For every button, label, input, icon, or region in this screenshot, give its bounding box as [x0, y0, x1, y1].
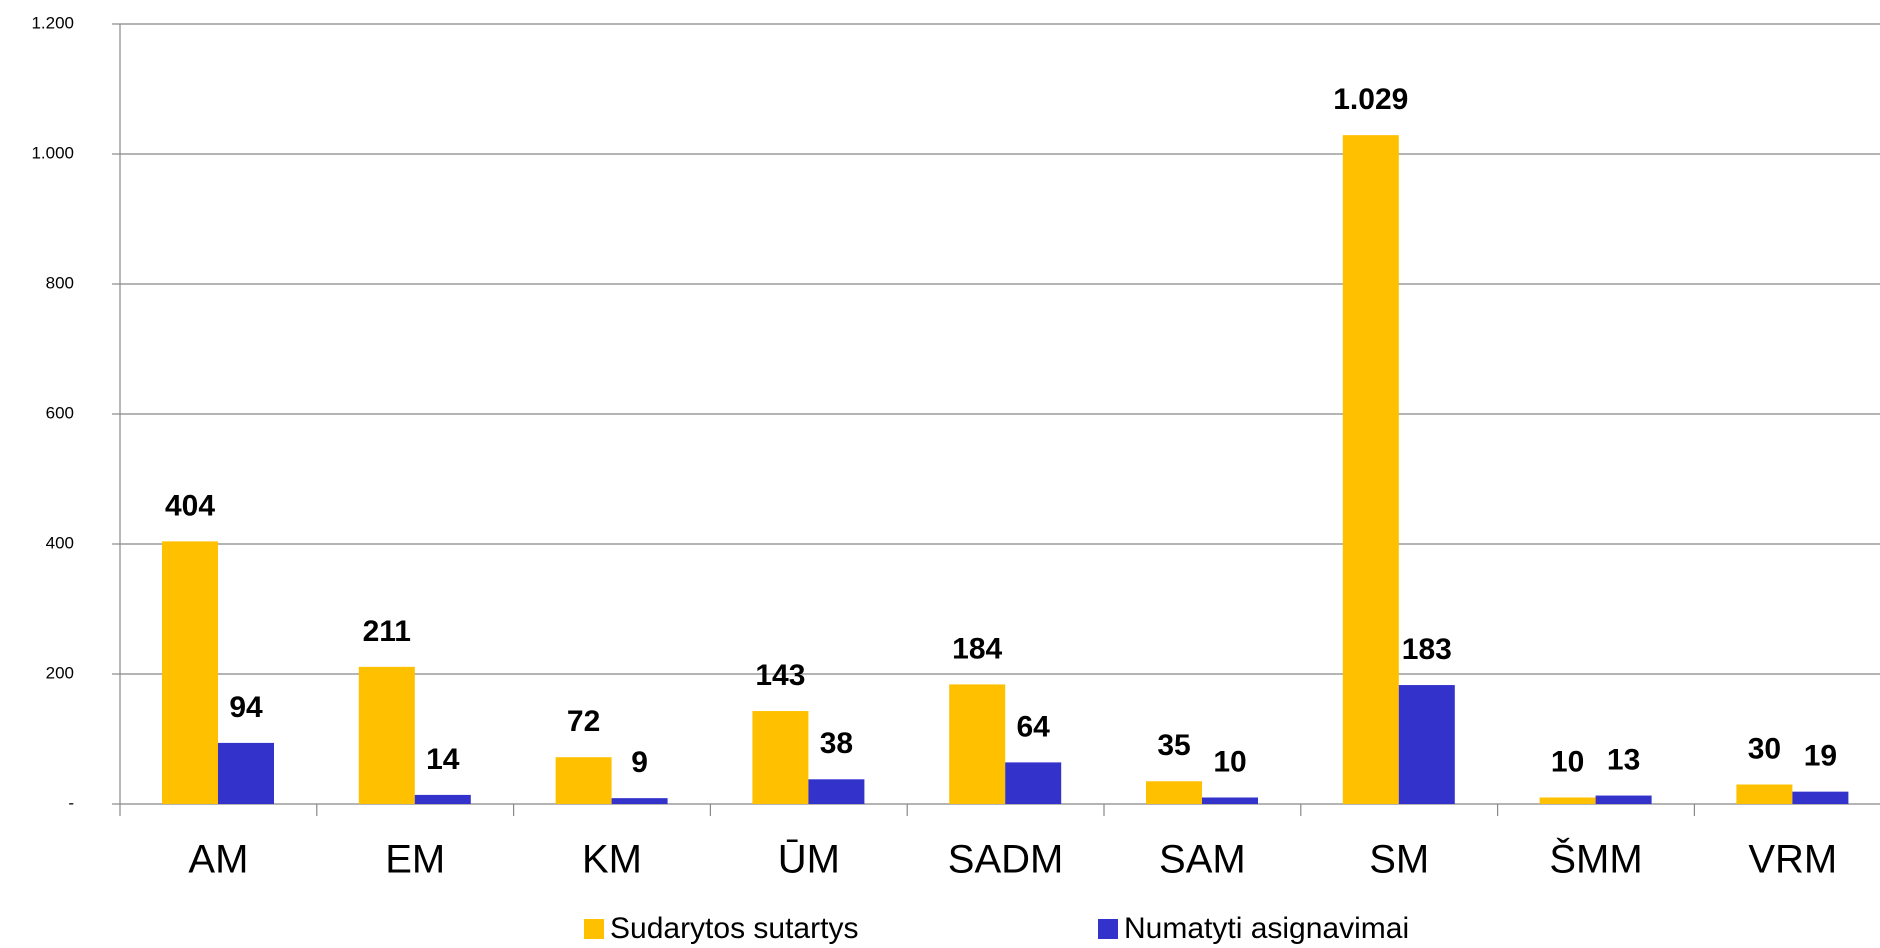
data-label: 19: [1804, 740, 1837, 773]
bar: [1146, 781, 1202, 804]
bar: [808, 779, 865, 804]
bar: [414, 794, 471, 804]
x-tick-label: KM: [582, 838, 642, 882]
y-tick-label: 200: [46, 663, 74, 682]
legend-label: Numatyti asignavimai: [1124, 912, 1409, 945]
data-label: 404: [165, 489, 215, 522]
legend-swatch: [1098, 919, 1118, 939]
bar: [1792, 791, 1849, 804]
y-tick-label: -: [68, 793, 74, 812]
bar: [1595, 795, 1652, 804]
data-label: 64: [1017, 710, 1051, 743]
y-tick-label: 600: [46, 403, 74, 422]
data-label: 72: [567, 705, 600, 738]
bar: [611, 798, 668, 804]
bar: [949, 684, 1006, 804]
data-label: 10: [1551, 745, 1584, 778]
bar: [1342, 135, 1399, 804]
data-label: 10: [1213, 745, 1246, 778]
x-tick-label: ŠMM: [1549, 837, 1642, 882]
y-tick-label: 1.200: [31, 13, 74, 32]
y-tick-label: 1.000: [31, 143, 74, 162]
bar: [1736, 784, 1793, 804]
data-label: 143: [755, 659, 805, 692]
x-tick-label: ŪM: [778, 838, 840, 882]
y-tick-label: 400: [46, 533, 74, 552]
x-tick-label: SAM: [1159, 838, 1246, 882]
data-label: 35: [1157, 729, 1190, 762]
x-tick-label: SADM: [948, 838, 1064, 882]
legend-label: Sudarytos sutartys: [610, 912, 858, 945]
bar: [1539, 797, 1596, 804]
x-tick-label: EM: [385, 838, 445, 882]
bar: [1202, 797, 1258, 804]
y-tick-label: 800: [46, 273, 74, 292]
data-label: 183: [1402, 633, 1452, 666]
data-label: 14: [426, 743, 460, 776]
data-label: 30: [1748, 732, 1781, 765]
bar: [218, 742, 274, 804]
bar: [555, 757, 612, 804]
data-label: 211: [363, 615, 411, 648]
x-tick-label: VRM: [1748, 838, 1837, 882]
x-tick-label: SM: [1369, 838, 1429, 882]
data-label: 9: [631, 746, 648, 779]
bar: [1005, 762, 1062, 804]
data-label: 38: [820, 727, 853, 760]
data-label: 1.029: [1333, 83, 1408, 116]
data-label: 94: [229, 691, 263, 724]
bar: [752, 711, 809, 804]
x-tick-label: AM: [188, 838, 248, 882]
bar: [358, 666, 415, 804]
bar: [1398, 685, 1455, 804]
legend-swatch: [584, 919, 604, 939]
data-label: 184: [952, 632, 1002, 665]
bar: [162, 541, 218, 804]
data-label: 13: [1607, 743, 1640, 776]
